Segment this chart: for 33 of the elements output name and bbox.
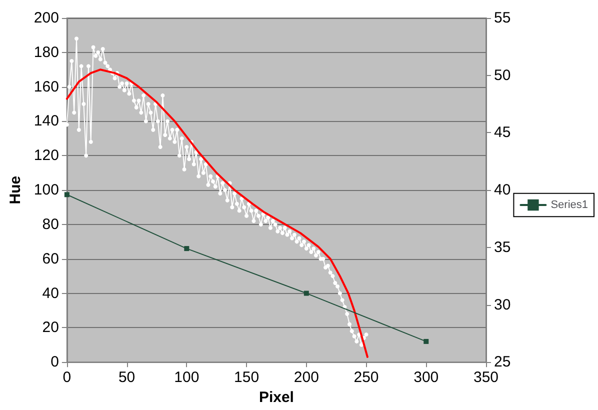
y-tick-label: 200	[34, 10, 59, 26]
x-axis-title: Pixel	[258, 389, 294, 406]
y-tick-label: 80	[42, 216, 59, 233]
point	[64, 192, 70, 198]
y-tick-label: 140	[34, 112, 59, 130]
point	[184, 246, 190, 252]
y-tick-label: 160	[34, 78, 59, 96]
y2-tick-label: 25	[494, 354, 511, 371]
y2-tick-label: 45	[494, 124, 511, 142]
x-tick-label: 200	[294, 369, 319, 386]
y-tick-label: 100	[34, 182, 59, 199]
y-tick-label: 180	[34, 44, 59, 61]
y2-tick-label: 55	[494, 10, 511, 26]
point	[304, 290, 309, 296]
point	[424, 338, 429, 344]
x-tick-label: 100	[174, 369, 200, 386]
y2-tick-label: 40	[494, 182, 511, 199]
y-tick-label: 60	[42, 250, 59, 268]
x-tick-label: 250	[354, 369, 379, 386]
y-tick-label: 40	[42, 284, 59, 302]
y2-tick-label: 35	[494, 238, 511, 256]
x-tick-label: 0	[62, 369, 72, 386]
y-axis-title: Hue	[7, 176, 24, 204]
y-tick-label: 120	[34, 147, 59, 164]
legend-label: Series1	[550, 199, 588, 211]
x-tick-label: 350	[473, 369, 499, 386]
y2-tick-label: 50	[494, 66, 511, 84]
x-tick-label: 50	[118, 369, 136, 386]
y-tick-label: 20	[42, 319, 59, 336]
y2-tick-label: 30	[494, 296, 511, 314]
x-tick-label: 300	[414, 369, 439, 386]
y-tick-label: 0	[50, 354, 59, 371]
x-tick-label: 150	[234, 369, 260, 386]
